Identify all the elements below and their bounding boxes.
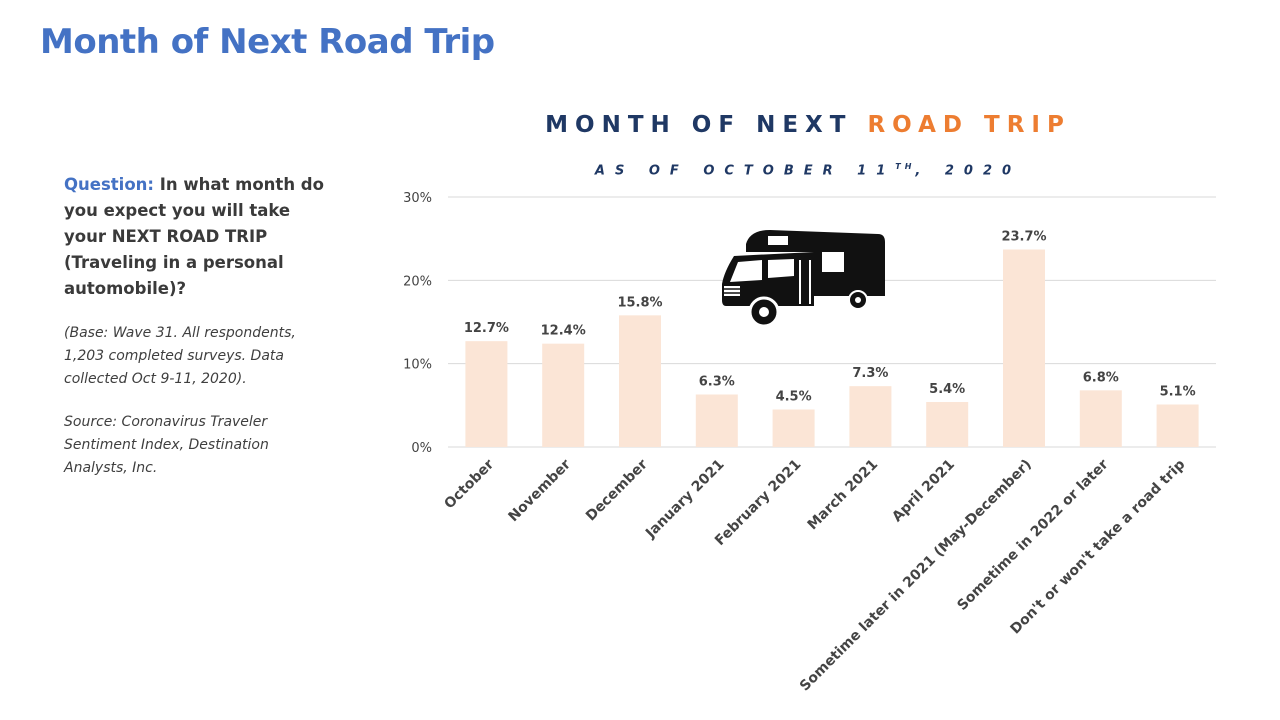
data-label: 15.8% <box>617 295 662 310</box>
category-label: November <box>505 456 574 525</box>
data-label: 7.3% <box>852 366 888 381</box>
source-note: Source: Coronavirus Traveler Sentiment I… <box>64 414 269 476</box>
question-text: Question: In what month do you expect yo… <box>64 172 334 302</box>
y-tick-label: 10% <box>403 358 432 373</box>
slide-title: Month of Next Road Trip <box>40 22 495 62</box>
category-label: February 2021 <box>712 457 804 549</box>
base-note: (Base: Wave 31. All respondents, 1,203 c… <box>64 325 296 387</box>
chart-title-main: MONTH OF NEXT <box>545 112 868 138</box>
chart-title-accent: ROAD TRIP <box>867 112 1071 138</box>
category-label: March 2021 <box>805 457 882 534</box>
category-label: Sometime in 2022 or later <box>954 456 1111 613</box>
bar <box>1003 249 1045 447</box>
category-label: April 2021 <box>889 457 958 526</box>
question-label: Question: <box>64 175 155 194</box>
data-label: 12.7% <box>464 321 509 336</box>
category-label: October <box>441 456 497 512</box>
bar <box>926 402 969 447</box>
chart-title: MONTH OF NEXT ROAD TRIP <box>400 112 1216 138</box>
data-label: 4.5% <box>776 390 812 405</box>
bar <box>849 386 892 447</box>
y-tick-label: 0% <box>411 441 432 456</box>
bar <box>772 409 815 447</box>
data-label: 12.4% <box>541 324 586 339</box>
data-label: 23.7% <box>1001 230 1046 245</box>
data-label: 5.1% <box>1160 385 1196 400</box>
bar <box>542 343 585 447</box>
chart-subtitle: AS OF OCTOBER 11TH, 2020 <box>400 162 1216 178</box>
bar <box>1156 404 1199 447</box>
question-panel: Question: In what month do you expect yo… <box>64 172 334 480</box>
category-label: Don't or won't take a road trip <box>1007 457 1188 638</box>
y-tick-label: 20% <box>403 274 432 289</box>
bar <box>619 315 661 447</box>
bar <box>465 341 508 447</box>
category-label: December <box>583 456 651 524</box>
data-label: 6.8% <box>1083 370 1119 385</box>
bar <box>1079 390 1122 447</box>
rv-camper-icon <box>722 230 885 328</box>
category-label: January 2021 <box>642 457 727 542</box>
y-tick-label: 30% <box>403 191 432 206</box>
question-body: In what month do you expect you will tak… <box>64 175 324 298</box>
data-label: 5.4% <box>929 382 965 397</box>
data-label: 6.3% <box>699 375 735 390</box>
bar <box>695 394 738 447</box>
chart-subtitle-date: AS OF OCTOBER 11 <box>594 163 896 179</box>
chart-subtitle-suffix: TH <box>895 162 916 171</box>
chart-subtitle-year: , 2020 <box>915 163 1022 179</box>
